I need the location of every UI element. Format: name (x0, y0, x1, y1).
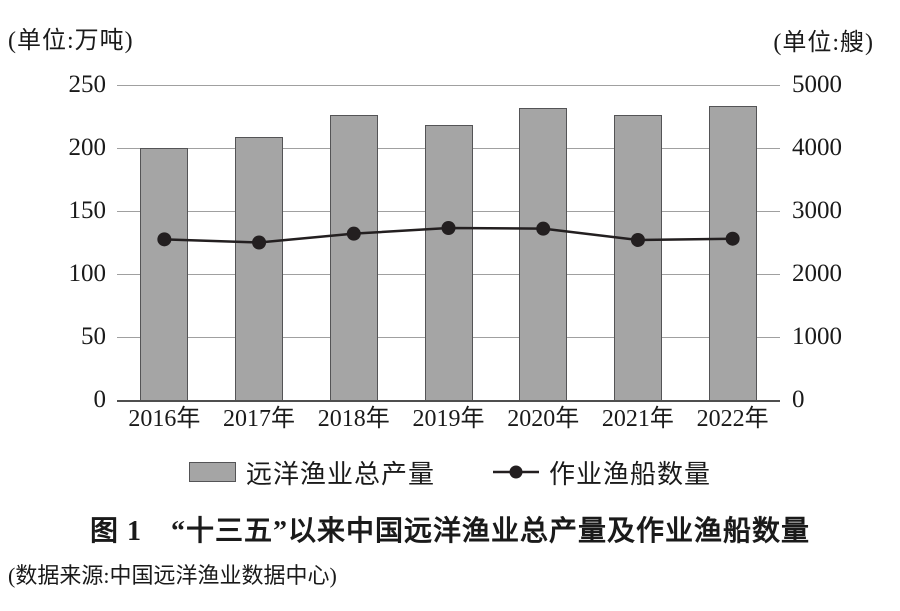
bar-2016年 (140, 148, 189, 400)
axis-tick-label: 200 (68, 134, 107, 161)
bar-series-swatch-icon (188, 462, 236, 482)
gridline (117, 84, 780, 86)
right-axis-tick-labels: 0 1000 2000 3000 4000 5000 (792, 71, 898, 413)
line-point-2021年 (630, 232, 645, 247)
legend-item-production: 远洋渔业总产量 (188, 454, 435, 491)
axis-tick-label: 1000 (792, 323, 842, 350)
line-series-symbol-icon (493, 465, 539, 479)
x-axis-label-2018年: 2018年 (317, 406, 390, 432)
axis-tick-label: 50 (81, 323, 106, 350)
axis-tick-label: 5000 (792, 71, 842, 98)
line-point-2020年 (536, 221, 551, 236)
axis-tick-label: 2000 (792, 260, 842, 287)
x-axis-label-2020年: 2020年 (507, 406, 580, 432)
left-axis-tick-labels: 0 50 100 150 200 250 (0, 71, 107, 413)
bar-2019年 (424, 125, 473, 400)
axis-tick-label: 250 (68, 71, 107, 98)
x-axis-label-2019年: 2019年 (412, 406, 485, 432)
bar-2018年 (329, 115, 378, 400)
x-axis-label-2016年: 2016年 (128, 406, 201, 432)
bar-2021年 (613, 115, 662, 400)
bar-2017年 (235, 136, 284, 400)
line-point-2022年 (725, 231, 740, 246)
x-axis-labels: 2016年 2017年 2018年 2019年 2020年 2021年 2022年 (117, 404, 780, 436)
axis-tick-label: 4000 (792, 134, 842, 161)
data-source-note: (数据来源:中国远洋渔业数据中心) (8, 563, 337, 588)
chart-plot-area (117, 84, 780, 402)
bar-2020年 (519, 107, 568, 400)
x-axis-label-2021年: 2021年 (601, 406, 674, 432)
axis-tick-label: 150 (68, 197, 107, 224)
legend-item-vessels: 作业渔船数量 (493, 454, 711, 491)
x-axis-label-2022年: 2022年 (696, 406, 769, 432)
x-axis-label-2017年: 2017年 (223, 406, 296, 432)
vessel-count-line-chart (157, 221, 740, 250)
axis-tick-label: 0 (93, 386, 107, 413)
line-point-2018年 (346, 226, 361, 241)
left-axis-unit-label: (单位:万吨) (8, 28, 134, 54)
axis-tick-label: 0 (792, 386, 805, 413)
line-point-2017年 (252, 235, 267, 250)
legend-label-vessels: 作业渔船数量 (549, 459, 712, 489)
axis-tick-label: 100 (68, 260, 107, 287)
legend-label-production: 远洋渔业总产量 (245, 459, 435, 489)
bar-2022年 (708, 106, 757, 400)
line-point-2016年 (157, 232, 172, 247)
right-axis-unit-label: (单位:艘) (773, 30, 874, 56)
axis-tick-label: 3000 (792, 197, 842, 224)
chart-legend: 远洋渔业总产量 作业渔船数量 (0, 455, 900, 489)
figure-title: 图 1 “十三五”以来中国远洋渔业总产量及作业渔船数量 (89, 516, 810, 547)
line-point-2019年 (441, 221, 456, 236)
